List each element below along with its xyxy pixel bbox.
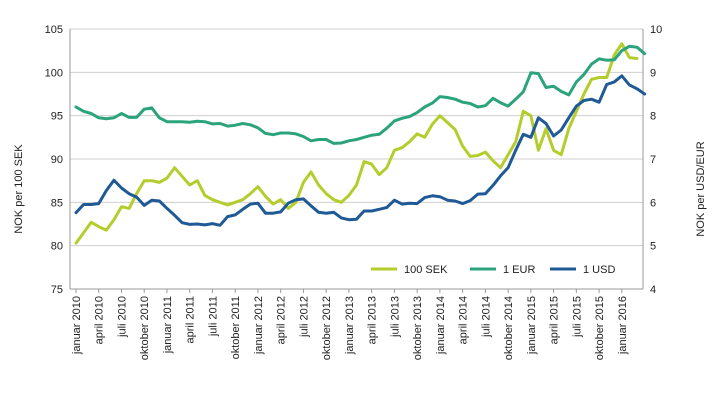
x-tick-label: juli 2012: [298, 296, 310, 338]
right-y-tick-label: 9: [650, 67, 656, 79]
right-y-tick-label: 7: [650, 154, 656, 166]
x-tick-label: oktober 2015: [594, 296, 606, 360]
right-y-tick-label: 6: [650, 197, 656, 209]
x-tick-label: januar 2013: [344, 296, 356, 355]
left-y-tick-label: 80: [51, 241, 63, 253]
x-tick-label: juli 2013: [389, 296, 401, 338]
series-lines: [74, 42, 647, 245]
x-tick-label: juli 2011: [207, 296, 219, 337]
right-y-tick-label: 10: [650, 24, 662, 36]
right-y-axis-ticks: 4 5 6 7 8 9 10: [650, 24, 662, 296]
left-y-tick-label: 100: [45, 67, 63, 79]
legend-label: 1 EUR: [503, 264, 535, 276]
x-tick-label: januar 2014: [435, 296, 447, 355]
plot-frame: [69, 29, 644, 290]
legend-label: 1 USD: [583, 264, 615, 276]
gridlines: [70, 28, 643, 290]
left-y-tick-label: 90: [51, 154, 63, 166]
x-tick-label: januar 2012: [253, 296, 265, 355]
x-tick-label: juli 2010: [116, 296, 128, 338]
left-y-axis-title: NOK per 100 SEK: [13, 144, 25, 234]
right-y-tick-label: 5: [650, 241, 656, 253]
x-tick-label: januar 2015: [526, 296, 538, 355]
left-y-tick-label: 75: [51, 284, 63, 296]
x-tick-label: april 2012: [276, 296, 288, 344]
x-tick-label: oktober 2012: [321, 296, 333, 360]
x-tick-label: april 2011: [185, 296, 197, 344]
right-y-tick-label: 8: [650, 111, 656, 123]
left-y-tick-label: 95: [51, 111, 63, 123]
x-tick-label: juli 2015: [571, 296, 583, 338]
x-tick-label: januar 2010: [71, 296, 83, 355]
x-tick-label: april 2014: [458, 296, 470, 344]
legend: 100 SEK 1 EUR 1 USD: [371, 264, 615, 276]
legend-label: 100 SEK: [404, 264, 448, 276]
x-tick-label: januar 2016: [617, 296, 629, 355]
right-y-tick-label: 4: [650, 284, 656, 296]
x-tick-label: januar 2011: [162, 296, 174, 354]
x-tick-label: oktober 2010: [139, 296, 151, 360]
x-tick-label: oktober 2013: [412, 296, 424, 360]
series-line-100-sek: [74, 42, 639, 245]
x-axis-ticks: januar 2010 april 2010 juli 2010 oktober 20…: [71, 289, 629, 360]
x-tick-label: juli 2014: [480, 296, 492, 338]
series-line-1-eur: [74, 44, 647, 145]
x-tick-label: april 2013: [367, 296, 379, 344]
x-tick-label: oktober 2014: [503, 296, 515, 360]
left-y-tick-label: 105: [45, 24, 63, 36]
right-y-axis-title: NOK per USD/EUR: [695, 141, 707, 236]
left-y-tick-label: 85: [51, 197, 63, 209]
x-tick-label: april 2010: [94, 296, 106, 344]
series-line-1-usd: [74, 74, 647, 227]
left-y-axis-ticks: 75 80 85 90 95 100 105: [45, 24, 63, 296]
x-tick-label: oktober 2011: [230, 296, 242, 359]
x-tick-label: april 2015: [549, 296, 561, 344]
